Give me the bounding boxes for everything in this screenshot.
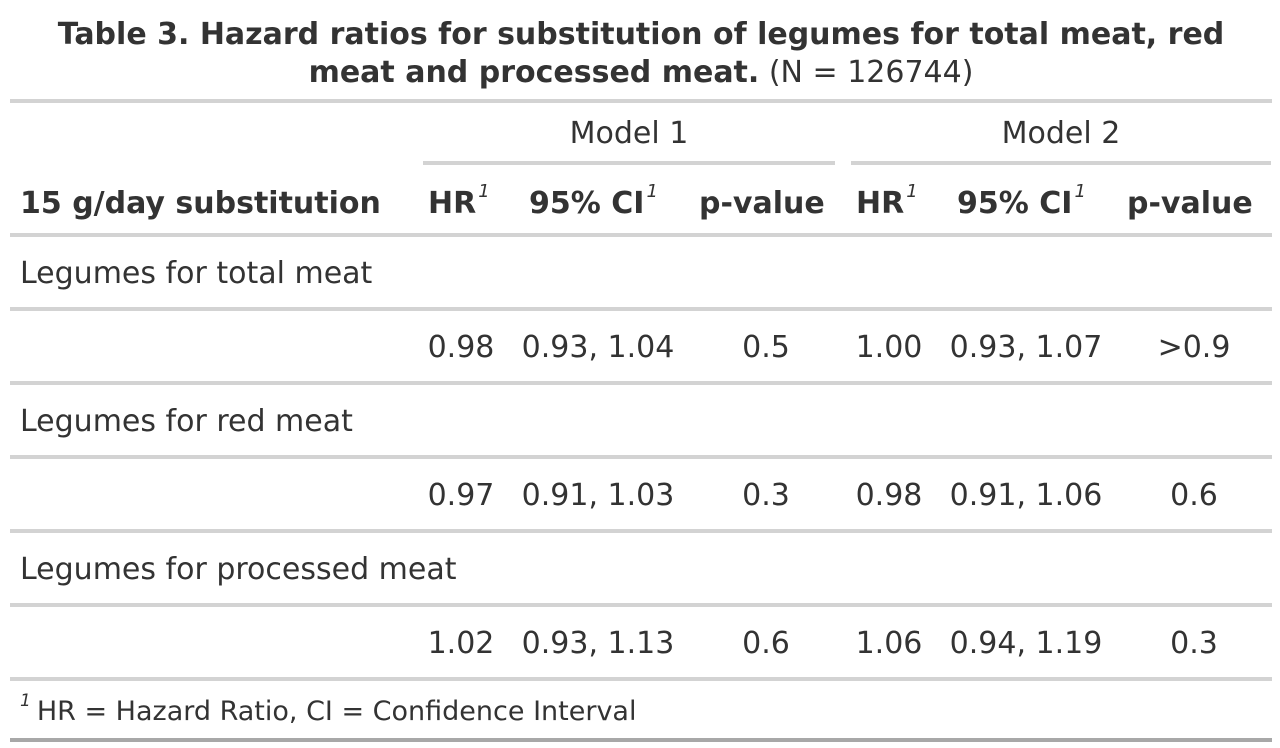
row-rule [10,677,1272,681]
footnote-marker: 1 [478,181,490,202]
column-header-label: 95% CI [957,186,1073,221]
table-title-n: (N = 126744) [768,55,974,90]
table-cell-m1-p: 0.3 [742,478,790,513]
row-rule [10,455,1272,459]
column-header-m1-hr: HR 1 [428,181,490,226]
table-footnote: 1 HR = Hazard Ratio, CI = Confidence Inte… [20,691,637,733]
table-cell-m1-ci: 0.93, 1.13 [521,626,675,661]
footnote-marker: 1 [20,691,31,711]
table-cell-m1-hr: 1.02 [427,626,495,661]
table-cell-m1-ci: 0.91, 1.03 [521,478,675,513]
table-cell-m2-p: 0.3 [1170,626,1218,661]
table-cell-m1-hr: 0.97 [427,478,495,513]
table-cell-m2-ci: 0.91, 1.06 [949,478,1103,513]
table-cell-m1-p: 0.6 [742,626,790,661]
footnote-marker: 1 [906,181,918,202]
spanner-model-2: Model 2 [1001,116,1121,151]
column-header-m1-p: p-value [699,186,825,221]
row-group-label: Legumes for red meat [20,404,353,439]
header-rule [10,233,1272,237]
column-header-m1-ci: 95% CI 1 [529,181,658,226]
spanner-model-1: Model 1 [569,116,689,151]
table-bottom-rule [10,738,1272,742]
table-cell-m2-p: >0.9 [1157,330,1231,365]
title-rule [10,99,1272,103]
column-header-label: 95% CI [529,186,645,221]
row-rule [10,529,1272,533]
table-cell-m2-ci: 0.94, 1.19 [949,626,1103,661]
column-header-m2-hr: HR 1 [856,181,918,226]
table-cell-m2-hr: 1.00 [855,330,923,365]
row-group-label: Legumes for processed meat [20,552,457,587]
column-header-label: HR [428,186,477,221]
row-rule [10,307,1272,311]
table-cell-m2-hr: 0.98 [855,478,923,513]
column-header-m2-ci: 95% CI 1 [957,181,1086,226]
table-cell-m1-p: 0.5 [742,330,790,365]
table-cell-m2-hr: 1.06 [855,626,923,661]
column-header-label: HR [856,186,905,221]
table-cell-m1-ci: 0.93, 1.04 [521,330,675,365]
footnote-marker: 1 [646,181,658,202]
footnote-marker: 1 [1074,181,1086,202]
table-cell-m2-ci: 0.93, 1.07 [949,330,1103,365]
footnote-text: HR = Hazard Ratio, CI = Confidence Inter… [36,696,637,727]
column-header-m2-p: p-value [1127,186,1253,221]
table-cell-m1-hr: 0.98 [427,330,495,365]
row-rule [10,381,1272,385]
table-cell-m2-p: 0.6 [1170,478,1218,513]
row-rule [10,603,1272,607]
table-title-main: Table 3. Hazard ratios for substitution … [57,17,1225,90]
spanner-rule-model-1 [423,161,835,165]
column-header-stub: 15 g/day substitution [20,186,381,221]
row-group-label: Legumes for total meat [20,256,373,291]
table-title: Table 3. Hazard ratios for substitution … [10,16,1272,92]
spanner-rule-model-2 [851,161,1271,165]
